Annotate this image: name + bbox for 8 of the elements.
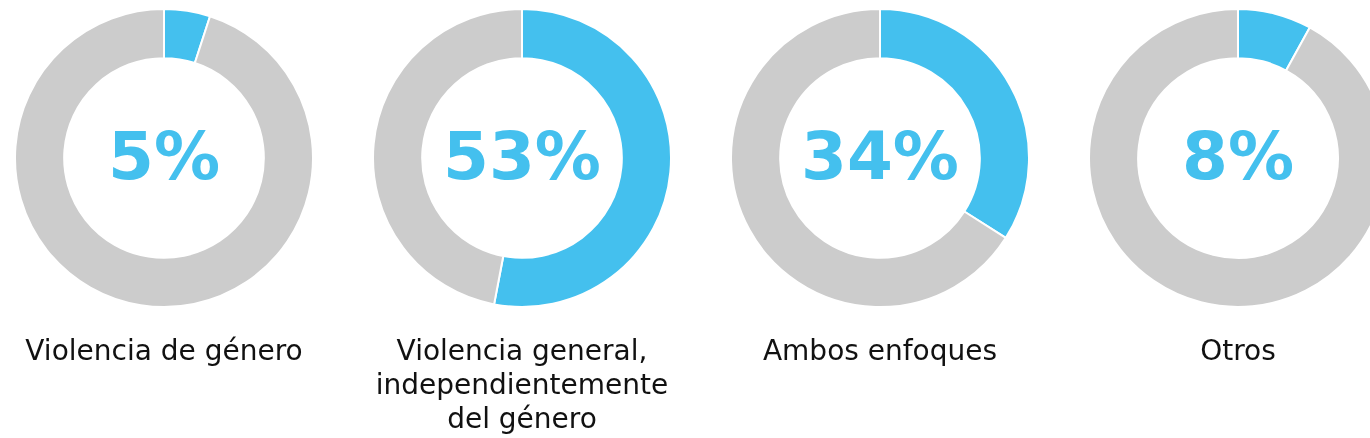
text: Violencia de género — [24, 334, 304, 368]
data-label: 53% — [443, 118, 601, 196]
text: Violencia general, independientemente del género — [374, 334, 670, 436]
text: Ambos enfoques — [761, 334, 999, 368]
data-label: 8% — [1181, 118, 1295, 196]
data-label: 5% — [107, 118, 221, 196]
data-label: 34% — [801, 118, 959, 196]
text: Otros — [1199, 334, 1277, 368]
